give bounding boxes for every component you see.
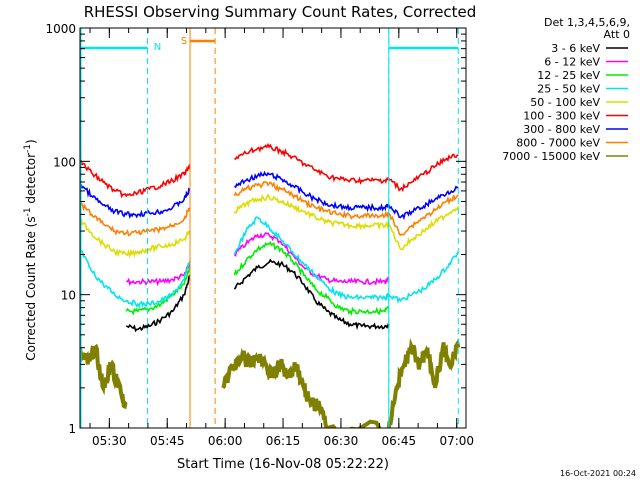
x-axis-label: Start Time (16-Nov-08 05:22:22) [177,457,389,472]
legend-header-1: Det 1,3,4,5,6,9, [544,16,630,29]
series-line-2-seg-1 [233,240,390,316]
y-tick-label-1: 10 [61,289,76,303]
chart-title: RHESSI Observing Summary Count Rates, Co… [84,3,477,21]
x-tick-label-6: 07:00 [439,434,474,448]
x-tick-label-5: 06:45 [382,434,417,448]
series-line-5-seg-1 [234,142,459,193]
series-line-6-seg-0 [80,183,190,219]
series-line-7-seg-0 [80,201,191,237]
plot-frame [79,27,467,429]
series-line-3-seg-0 [80,248,191,309]
x-tick-label-2: 06:00 [208,434,243,448]
night-marker-label: N [154,42,161,53]
x-tick-label-1: 05:45 [150,434,185,448]
legend-label-1: 6 - 12 keV [544,56,600,69]
series-line-6-seg-1 [233,170,459,221]
series-line-0-seg-0 [126,274,191,333]
y-axis-label: Corrected Count Rate (s-1 detector-1) [23,139,38,360]
saa-marker-label: S [181,36,187,47]
legend-label-4: 50 - 100 keV [530,96,600,109]
legend-label-8: 7000 - 15000 keV [502,150,600,163]
series-line-0-seg-1 [233,258,390,331]
series-line-8-seg-1 [221,337,461,428]
series-line-7-seg-1 [233,181,459,237]
series-line-8-seg-0 [80,343,128,410]
legend-label-3: 25 - 50 keV [537,83,600,96]
x-tick-label-4: 06:30 [324,434,359,448]
legend-label-2: 12 - 25 keV [537,69,600,82]
x-tick-label-0: 05:30 [92,434,127,448]
y-tick-label-3: 1000 [45,22,76,36]
legend-label-5: 100 - 300 keV [523,110,600,123]
x-tick-label-3: 06:15 [266,434,301,448]
series-line-3-seg-1 [233,216,459,304]
series-line-2-seg-0 [125,267,191,316]
legend-label-7: 800 - 7000 keV [516,137,600,150]
series-line-5-seg-0 [80,159,191,199]
legend-label-0: 3 - 6 keV [551,42,600,55]
series-line-4-seg-0 [80,218,191,259]
footer-date: 16-Oct-2021 00:24 [560,469,636,478]
axes: 1 10 100 1000 05:30 05:45 06:00 06:15 06:30 06:45… [45,22,474,448]
series-line-4-seg-1 [233,192,460,251]
y-tick-label-2: 100 [53,155,76,169]
legend-label-6: 300 - 800 keV [523,123,600,136]
legend-header-2: Att 0 [604,28,630,41]
svg-text:Corrected Count Rate (s-1 dete: Corrected Count Rate (s-1 detector-1) [23,139,38,360]
y-tick-label-0: 1 [68,422,76,436]
